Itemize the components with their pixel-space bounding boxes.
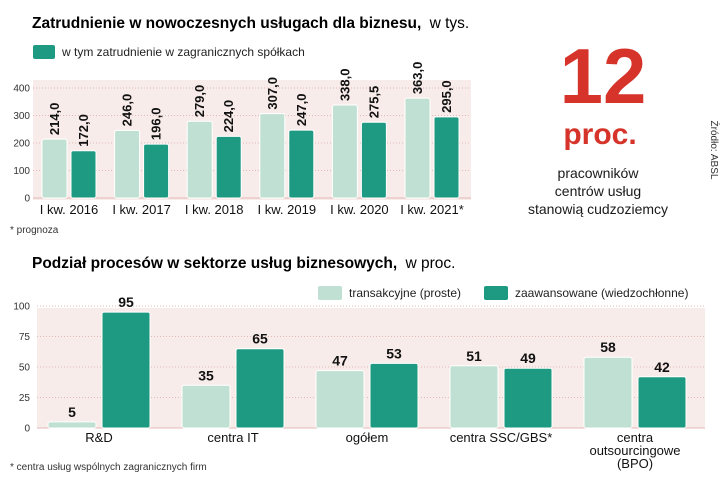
bar-i-kw-2019-light bbox=[259, 113, 286, 199]
value-label: 95 bbox=[118, 294, 134, 310]
value-label: 307,0 bbox=[265, 77, 280, 110]
value-label: 214,0 bbox=[47, 103, 62, 136]
callout-line-2: centrów usług bbox=[555, 183, 641, 199]
value-label: 224,0 bbox=[221, 100, 236, 133]
x-tick-label: R&D bbox=[85, 430, 112, 445]
chart1-y-axis: 0 100 200 300 400 bbox=[13, 84, 30, 205]
y-tick-label: 200 bbox=[13, 139, 30, 150]
value-label: 58 bbox=[600, 339, 616, 355]
bar-og-em-dark bbox=[369, 362, 419, 429]
x-tick-label: outsourcingowe bbox=[589, 443, 680, 458]
chart1-title-unit: w tys. bbox=[429, 15, 470, 32]
bar-centra-it-dark bbox=[235, 348, 285, 429]
value-label: 295,0 bbox=[439, 80, 454, 113]
chart2-title-unit: w proc. bbox=[405, 255, 456, 272]
bar-i-kw-2017-dark bbox=[143, 143, 170, 199]
bar-i-kw-2016-dark bbox=[70, 150, 97, 199]
value-label: 51 bbox=[466, 348, 482, 364]
x-tick-label: I kw. 2016 bbox=[40, 202, 99, 217]
callout-unit: proc. bbox=[563, 118, 636, 151]
bar-i-kw-2020-light bbox=[331, 104, 358, 199]
chart2-legend-label-1: transakcyjne (proste) bbox=[349, 286, 461, 300]
x-tick-label: I kw. 2021* bbox=[400, 202, 464, 217]
chart2-footnote: * centra usług wspólnych zagranicznych f… bbox=[10, 462, 207, 473]
y-tick-label: 100 bbox=[13, 166, 30, 177]
bar-centra-outsourcingowe-bpo-dark bbox=[637, 376, 687, 429]
chart2-legend-swatch-1 bbox=[318, 286, 342, 300]
bar-i-kw-2018-light bbox=[186, 120, 213, 199]
value-label: 53 bbox=[386, 345, 402, 361]
value-label: 47 bbox=[332, 353, 348, 369]
chart1-bars: 214,0 172,0 246,0 196,0 279,0 224,0 307,0 247,0… bbox=[41, 62, 460, 199]
chart1-title-main: Zatrudnienie w nowoczesnych usługach dla… bbox=[32, 15, 421, 32]
chart1-legend-swatch bbox=[33, 45, 55, 59]
value-label: 363,0 bbox=[410, 62, 425, 95]
chart1-gridlines bbox=[33, 87, 471, 199]
source-note: Źródło: ABSL bbox=[708, 121, 720, 180]
value-label: 275,5 bbox=[366, 86, 381, 119]
bar-r-d-light bbox=[47, 421, 97, 429]
chart2-title: Podział procesów w sektorze usług biznes… bbox=[32, 255, 455, 272]
chart2-y-axis: 0 25 50 75 100 bbox=[13, 302, 30, 435]
chart1-footnote: * prognoza bbox=[10, 225, 59, 236]
bar-i-kw-2021-light bbox=[404, 97, 431, 199]
chart2-bars: 5 95 35 65 47 53 51 49 58 42 bbox=[47, 294, 687, 429]
value-label: 247,0 bbox=[294, 94, 309, 127]
bar-centra-ssc-gbs-dark bbox=[503, 367, 553, 429]
value-label: 338,0 bbox=[337, 69, 352, 102]
y-tick-label: 400 bbox=[13, 84, 30, 95]
y-tick-label: 50 bbox=[19, 363, 31, 374]
value-label: 42 bbox=[654, 359, 670, 375]
x-tick-label: centra bbox=[617, 430, 654, 445]
y-tick-label: 0 bbox=[24, 424, 30, 435]
chart2-legend-swatch-2 bbox=[484, 286, 508, 300]
bar-centra-ssc-gbs-light bbox=[449, 365, 499, 429]
bar-centra-outsourcingowe-bpo-light bbox=[583, 356, 633, 429]
x-tick-label: (BPO) bbox=[617, 456, 653, 471]
bar-og-em-light bbox=[315, 370, 365, 429]
bar-i-kw-2019-dark bbox=[288, 129, 315, 199]
x-tick-label: I kw. 2019 bbox=[258, 202, 317, 217]
y-tick-label: 75 bbox=[19, 332, 31, 343]
y-tick-label: 25 bbox=[19, 393, 31, 404]
chart2-legend-label-2: zaawansowane (wiedzochłonne) bbox=[515, 286, 688, 300]
y-tick-label: 0 bbox=[24, 194, 30, 205]
chart1-legend-label: w tym zatrudnienie w zagranicznych spółk… bbox=[61, 45, 305, 59]
value-label: 5 bbox=[68, 404, 76, 420]
bar-r-d-dark bbox=[101, 311, 151, 429]
x-tick-label: centra SSC/GBS* bbox=[450, 430, 553, 445]
callout-number: 12 bbox=[560, 32, 647, 120]
bar-i-kw-2017-light bbox=[114, 129, 141, 199]
value-label: 65 bbox=[252, 331, 268, 347]
value-label: 172,0 bbox=[76, 114, 91, 147]
x-tick-label: I kw. 2018 bbox=[185, 202, 244, 217]
y-tick-label: 300 bbox=[13, 111, 30, 122]
bar-centra-it-light bbox=[181, 384, 231, 429]
callout-line-3: stanowią cudzoziemcy bbox=[528, 201, 668, 217]
bar-i-kw-2016-light bbox=[41, 138, 68, 199]
chart1-plot-panel bbox=[33, 80, 471, 200]
value-label: 246,0 bbox=[120, 94, 135, 127]
chart2-x-axis: R&D centra IT ogółem centra SSC/GBS* centrao… bbox=[85, 430, 680, 471]
callout-line-1: pracowników bbox=[558, 165, 640, 181]
value-label: 35 bbox=[198, 367, 214, 383]
x-tick-label: centra IT bbox=[207, 430, 258, 445]
value-label: 196,0 bbox=[149, 108, 164, 141]
bar-i-kw-2018-dark bbox=[215, 135, 242, 199]
value-label: 49 bbox=[520, 350, 536, 366]
chart2-title-main: Podział procesów w sektorze usług biznes… bbox=[32, 255, 397, 272]
bar-i-kw-2020-dark bbox=[360, 121, 387, 199]
chart1-title: Zatrudnienie w nowoczesnych usługach dla… bbox=[32, 15, 469, 32]
bar-i-kw-2021-dark bbox=[433, 116, 460, 199]
y-tick-label: 100 bbox=[13, 302, 30, 313]
x-tick-label: I kw. 2020 bbox=[330, 202, 389, 217]
x-tick-label: I kw. 2017 bbox=[112, 202, 171, 217]
chart1-x-axis: I kw. 2016 I kw. 2017 I kw. 2018 I kw. 2019… bbox=[40, 202, 464, 217]
x-tick-label: ogółem bbox=[346, 430, 389, 445]
value-label: 279,0 bbox=[192, 85, 207, 118]
